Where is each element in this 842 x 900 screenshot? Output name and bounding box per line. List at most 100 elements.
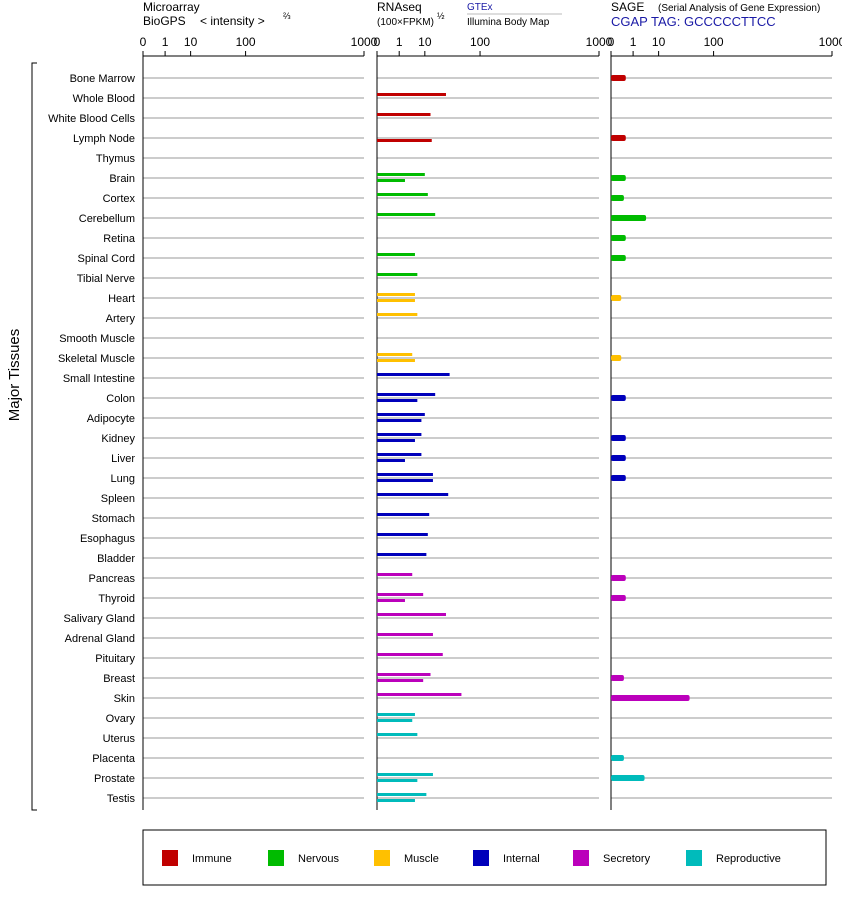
- gtex-bar: [377, 393, 436, 396]
- rnaseq-tick-label: 0: [374, 35, 381, 49]
- sage-subtitle: (Serial Analysis of Gene Expression): [658, 3, 820, 14]
- illumina-bar: [377, 799, 415, 802]
- sage-bar: [611, 455, 626, 461]
- sage-bar: [611, 775, 645, 781]
- gtex-bar: [377, 713, 415, 716]
- rnaseq-title: RNAseq: [377, 0, 422, 14]
- sage-bar: [611, 595, 626, 601]
- tissue-label: Placenta: [92, 753, 136, 765]
- sage-tick-label: 1000: [819, 35, 842, 49]
- biogps-title: BioGPS: [143, 14, 186, 28]
- illumina-bar: [377, 719, 413, 722]
- gtex-bar: [377, 433, 422, 436]
- illumina-bar: [377, 479, 433, 482]
- sage-tick-label: 10: [652, 35, 666, 49]
- sage-bar: [611, 175, 626, 181]
- gtex-bar: [377, 213, 436, 216]
- microarray-tick-label: 1000: [351, 35, 378, 49]
- illumina-bar: [377, 139, 432, 142]
- sage-tick-label: 0: [608, 35, 615, 49]
- illumina-bar: [377, 779, 418, 782]
- tissue-label: Small Intestine: [63, 373, 135, 385]
- cgap-tag: CGAP TAG: GCCCCCTTCC: [611, 14, 776, 29]
- sage-bar: [611, 135, 626, 141]
- gtex-bar: [377, 613, 446, 616]
- illumina-bar: [377, 419, 422, 422]
- bar-layer: [377, 75, 690, 802]
- tissue-label: Ovary: [106, 713, 136, 725]
- gtex-bar: [377, 173, 425, 176]
- tissue-label: Retina: [103, 233, 136, 245]
- tissue-label: Colon: [106, 393, 135, 405]
- tissue-label: Lymph Node: [73, 133, 135, 145]
- tissue-label: Spleen: [101, 493, 135, 505]
- legend-label-nervous: Nervous: [298, 853, 339, 865]
- tissue-label: Skeletal Muscle: [58, 353, 135, 365]
- tissue-label: Brain: [109, 173, 135, 185]
- tissue-label: Liver: [111, 453, 135, 465]
- sage-bar: [611, 675, 624, 681]
- tissue-label: Lung: [111, 473, 135, 485]
- legend-swatch-reproductive: [686, 850, 702, 866]
- microarray-tick-label: 10: [184, 35, 198, 49]
- legend: Immune Nervous Muscle Internal Secretory Repr…: [162, 850, 781, 866]
- rnaseq-exponent: ½: [437, 11, 445, 21]
- tissue-label: White Blood Cells: [48, 113, 135, 125]
- intensity-exponent: ⅔: [283, 11, 291, 21]
- tissue-label: Smooth Muscle: [59, 333, 135, 345]
- tissue-label-layer: Bone Marrow Whole Blood White Blood Cells L…: [48, 73, 136, 805]
- tissue-label: Cerebellum: [79, 213, 135, 225]
- rnaseq-tick-label: 1: [396, 35, 403, 49]
- tissue-label: Bladder: [97, 553, 135, 565]
- tissue-label: Adrenal Gland: [65, 633, 135, 645]
- gtex-bar: [377, 93, 446, 96]
- sage-tick-label: 100: [704, 35, 724, 49]
- microarray-title: Microarray: [143, 0, 200, 14]
- gtex-bar: [377, 293, 415, 296]
- legend-swatch-internal: [473, 850, 489, 866]
- microarray-tick-label: 100: [236, 35, 256, 49]
- legend-label-secretory: Secretory: [603, 853, 651, 865]
- sage-bar: [611, 755, 624, 761]
- gtex-bar: [377, 653, 443, 656]
- rnaseq-unit: (100×FPKM): [377, 17, 434, 28]
- gtex-bar: [377, 673, 431, 676]
- gtex-bar: [377, 693, 462, 696]
- gtex-bar: [377, 473, 433, 476]
- illumina-bar: [377, 399, 418, 402]
- gtex-bar: [377, 773, 433, 776]
- tissue-label: Uterus: [103, 733, 136, 745]
- legend-swatch-secretory: [573, 850, 589, 866]
- gtex-bar: [377, 553, 427, 556]
- tissue-label: Whole Blood: [73, 93, 135, 105]
- side-label: Major Tissues: [6, 329, 23, 422]
- tissue-label: Bone Marrow: [70, 73, 135, 85]
- tissue-label: Artery: [106, 313, 136, 325]
- legend-box: [142, 829, 827, 886]
- illumina-bar: [377, 599, 405, 602]
- sage-bar: [611, 195, 624, 201]
- sage-tick-label: 1: [630, 35, 637, 49]
- legend-label-muscle: Muscle: [404, 853, 439, 865]
- sage-bar: [611, 235, 626, 241]
- tissue-label: Thyroid: [98, 593, 135, 605]
- tissue-label: Stomach: [92, 513, 135, 525]
- tissue-label: Esophagus: [80, 533, 136, 545]
- sage-bar: [611, 255, 626, 261]
- sage-bar: [611, 475, 626, 481]
- gtex-bar: [377, 373, 450, 376]
- gtex-bar: [377, 353, 413, 356]
- gtex-bar: [377, 573, 413, 576]
- rnaseq-tick-label: 100: [470, 35, 490, 49]
- gtex-bar: [377, 513, 430, 516]
- sage-title: SAGE: [611, 0, 644, 14]
- gtex-bar: [377, 793, 427, 796]
- tissue-label: Thymus: [96, 153, 136, 165]
- tissue-label: Pancreas: [89, 573, 136, 585]
- gtex-bar: [377, 193, 428, 196]
- sage-bar: [611, 295, 622, 301]
- gtex-bar: [377, 593, 424, 596]
- tissue-label: Spinal Cord: [78, 253, 135, 265]
- gtex-bar: [377, 413, 425, 416]
- sage-bar: [611, 215, 647, 221]
